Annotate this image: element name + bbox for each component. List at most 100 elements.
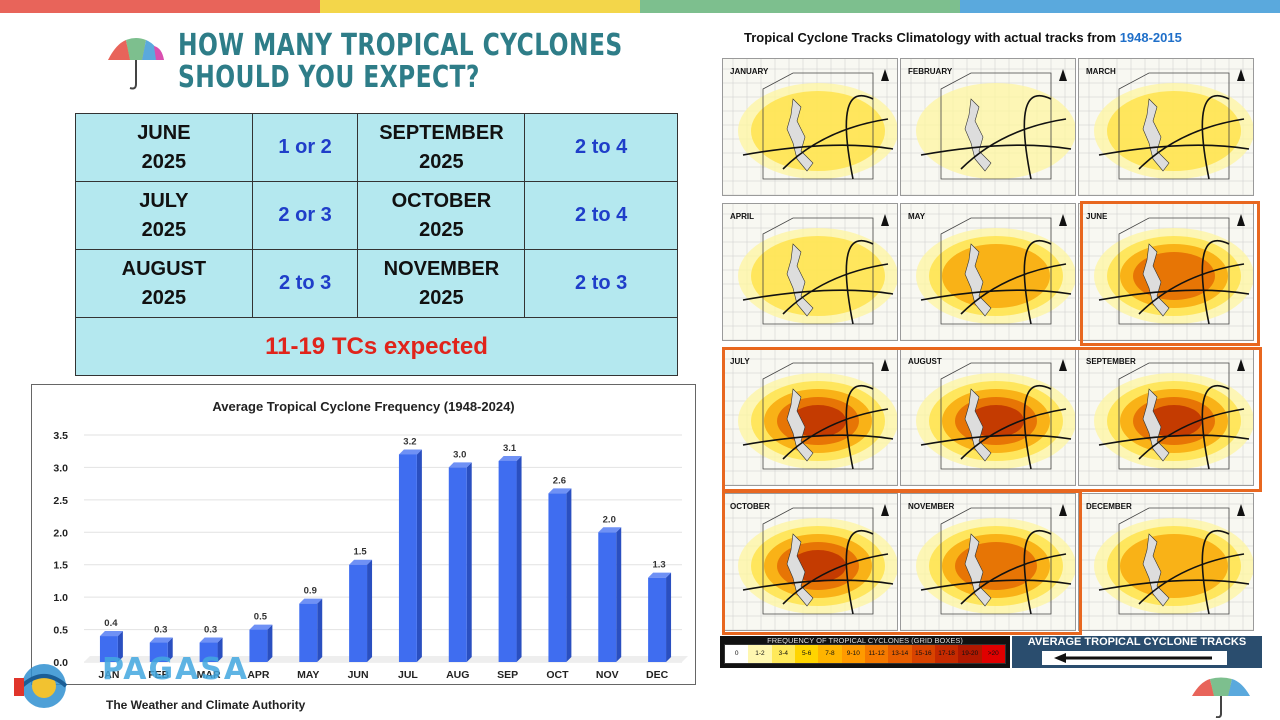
table-row-total: 11-19 TCs expected (75, 317, 678, 376)
bar-top (498, 455, 522, 461)
climatology-title: Tropical Cyclone Tracks Climatology with… (744, 30, 1182, 45)
track-map-january: JANUARY (722, 58, 898, 196)
bar-side (317, 598, 323, 662)
bar-side (267, 624, 273, 662)
bar-side (367, 559, 373, 662)
table-row: JUNE 2025 1 or 2 SEPTEMBER 2025 2 to 4 (75, 113, 678, 182)
data-label: 3.2 (403, 436, 416, 447)
top-bar-segment-yellow (320, 0, 640, 13)
table-cell-month: AUGUST 2025 (75, 249, 253, 318)
table-row: JULY 2025 2 or 3 OCTOBER 2025 2 to 4 (75, 181, 678, 250)
track-map-month-label: JANUARY (730, 67, 769, 76)
legend-cell: 7-8 (818, 645, 842, 663)
legend-cell: 19-20 (958, 645, 982, 663)
bar-side (516, 455, 522, 662)
bar-top (249, 624, 273, 630)
legend-bin-label: 5-6 (801, 650, 812, 657)
bar-top (598, 527, 622, 533)
top-bar-segment-blue (960, 0, 1280, 13)
track-map-month-label: JULY (730, 357, 750, 366)
bar (349, 564, 368, 662)
track-map-march: MARCH (1078, 58, 1254, 196)
bar-top (99, 631, 123, 637)
table-cell-value: 2 to 3 (251, 249, 359, 318)
track-map-graphic (1079, 349, 1253, 485)
chart-plot: 0.0 0.5 1.0 1.5 2.0 2.5 3.0 3.5 0.4 JAN 0.3 FEB 0.3 M… (53, 430, 688, 681)
y-tick-label: 1.5 (53, 560, 68, 572)
table-cell-month: OCTOBER 2025 (357, 181, 526, 250)
bar (149, 642, 168, 662)
bar (498, 460, 517, 662)
bar-top (648, 572, 672, 578)
logo-wordmark: PAGASA (102, 652, 250, 687)
track-map-graphic (901, 204, 1075, 340)
legend-bin-label: 1-2 (755, 650, 765, 657)
bar-top (199, 637, 223, 643)
track-map-june: JUNE (1078, 203, 1254, 341)
season-highlight-frame (722, 347, 1262, 492)
data-label: 1.3 (652, 560, 665, 571)
legend-bin-label: 19-20 (961, 650, 979, 657)
data-label: 0.4 (104, 618, 118, 629)
track-map-april: APRIL (722, 203, 898, 341)
year-label: 2025 (141, 218, 187, 241)
legend-cell: 13-14 (888, 645, 912, 663)
page-title: HOW MANY TROPICAL CYCLONES SHOULD YOU EX… (178, 30, 623, 94)
table-cell-month: JULY 2025 (75, 181, 253, 250)
legend-cells: 0 1-2 3-4 5-6 7-8 9-10 11-12 13-14 15-16 17-18 19-… (724, 644, 1006, 664)
track-map-october: OCTOBER (722, 493, 898, 631)
legend-bin-label: 15-16 (914, 650, 932, 657)
bar (299, 603, 318, 662)
x-tick-label: DEC (646, 669, 669, 681)
y-tick-label: 0.0 (53, 657, 68, 669)
chart-title: Average Tropical Cyclone Frequency (1948… (212, 399, 515, 414)
left-arrow-icon (1054, 653, 1212, 663)
logo-tagline: The Weather and Climate Authority (106, 698, 306, 712)
bar-side (666, 572, 672, 662)
track-arrow-sample (1042, 651, 1227, 665)
bar-top (349, 559, 373, 565)
track-map-graphic (901, 349, 1075, 485)
track-map-month-label: DECEMBER (1086, 502, 1132, 511)
x-tick-label: JUL (398, 669, 418, 681)
y-tick-label: 0.5 (53, 625, 68, 637)
data-label: 3.0 (453, 449, 466, 460)
frequency-chart: Average Tropical Cyclone Frequency (1948… (31, 384, 696, 685)
data-label: 3.1 (503, 443, 517, 454)
legend-cell: >20 (981, 645, 1005, 663)
y-tick-label: 2.5 (53, 495, 68, 507)
bar (598, 532, 617, 662)
x-tick-label: APR (247, 669, 270, 681)
x-tick-label: MAR (197, 669, 221, 681)
table-cell-value: 2 to 4 (524, 181, 678, 250)
table-cell-value: 1 or 2 (251, 113, 359, 182)
bar-top (299, 598, 323, 604)
total-expected: 11-19 TCs expected (75, 317, 678, 376)
legend-cell: 3-4 (771, 645, 795, 663)
data-label: 2.6 (553, 475, 566, 486)
track-map-september: SEPTEMBER (1078, 348, 1254, 486)
track-map-february: FEBRUARY (900, 58, 1076, 196)
legend-cell: 9-10 (841, 645, 865, 663)
track-map-graphic (723, 59, 897, 195)
bar-side (167, 637, 173, 662)
table-cell-month: SEPTEMBER 2025 (357, 113, 526, 182)
month-label: OCTOBER (391, 189, 492, 212)
chart-floor (84, 656, 688, 662)
track-map-month-label: MAY (908, 212, 926, 221)
track-map-graphic (901, 59, 1075, 195)
top-bar-segment-red (0, 0, 320, 13)
track-map-month-label: NOVEMBER (908, 502, 955, 511)
y-tick-label: 3.5 (53, 430, 68, 442)
legend-cell: 17-18 (934, 645, 959, 663)
legend-cell: 1-2 (748, 645, 772, 663)
track-map-july: JULY (722, 348, 898, 486)
track-map-graphic (723, 204, 897, 340)
frequency-legend: FREQUENCY OF TROPICAL CYCLONES (GRID BOX… (720, 636, 1010, 668)
legend-bin-label: 13-14 (891, 650, 909, 657)
track-map-month-label: OCTOBER (730, 502, 770, 511)
x-tick-label: JUN (348, 669, 369, 681)
bar (548, 493, 567, 662)
y-tick-label: 3.0 (53, 462, 68, 474)
bar-side (616, 527, 622, 662)
